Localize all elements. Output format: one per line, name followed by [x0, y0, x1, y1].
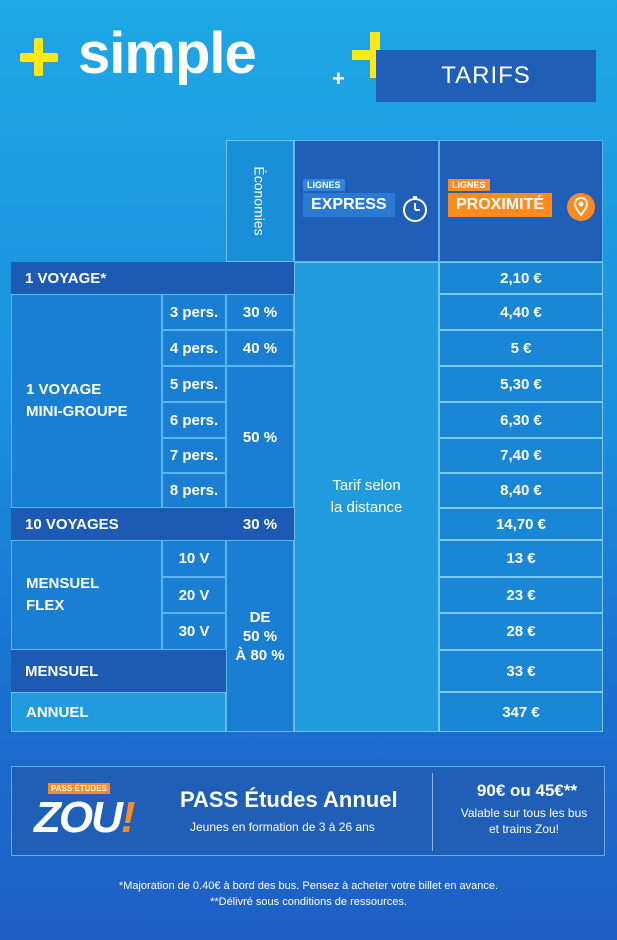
row-10-voyages-label: 10 VOYAGES [11, 508, 226, 540]
zou-logo-word: ZOU! [34, 793, 136, 843]
pers-6: 6 pers. [162, 402, 226, 438]
express-note-line2: la distance [330, 499, 403, 516]
economies-header: Économies [226, 140, 294, 262]
simple-title: simple [78, 21, 257, 86]
economies-label: Économies [252, 166, 269, 236]
price-3-pers: 4,40 € [439, 294, 603, 330]
zou-excl: ! [120, 793, 136, 842]
tarifs-banner: TARIFS [376, 50, 596, 102]
express-header: LIGNES EXPRESS [294, 140, 439, 262]
proximite-header: LIGNES PROXIMITÉ [439, 140, 603, 262]
zou-logo: PASS ÉTUDES ZOU! [34, 783, 154, 845]
row-annuel-label: ANNUEL [11, 692, 226, 732]
pers-7: 7 pers. [162, 438, 226, 473]
eco-range-line2: 50 % [242, 627, 278, 645]
header: simple + TARIFS [0, 0, 617, 120]
pers-5: 5 pers. [162, 366, 226, 402]
eco-range-line1: DE [249, 608, 271, 626]
row-10-voyages-price: 14,70 € [439, 508, 603, 540]
footer-divider [432, 773, 433, 851]
pers-8: 8 pers. [162, 473, 226, 508]
stopwatch-icon [403, 196, 427, 222]
row-mensuel-label: MENSUEL [11, 650, 226, 692]
price-4-pers: 5 € [439, 330, 603, 366]
mensuel-flex-line2: FLEX [26, 597, 65, 614]
price-flex-10v: 13 € [439, 540, 603, 577]
footnote-1: *Majoration de 0.40€ à bord des bus. Pen… [118, 880, 499, 892]
price-8-pers: 8,40 € [439, 473, 603, 508]
express-tarif-cell: Tarif selon la distance [294, 262, 439, 732]
mensuel-flex-label: MENSUEL FLEX [11, 540, 162, 650]
pass-price-note-line1: Valable sur tous les bus [460, 806, 588, 820]
price-7-pers: 7,40 € [439, 438, 603, 473]
express-small-label: LIGNES [303, 179, 345, 191]
pass-price-note-line2: et trains Zou! [488, 822, 560, 836]
price-flex-30v: 28 € [439, 613, 603, 650]
eco-3-pers: 30 % [226, 294, 294, 330]
mensuel-flex-line1: MENSUEL [26, 575, 100, 592]
pass-subtitle: Jeunes en formation de 3 à 26 ans [190, 820, 375, 834]
row-10-voyages-eco: 30 % [226, 508, 294, 540]
price-6-pers: 6,30 € [439, 402, 603, 438]
footnote-2: **Délivré sous conditions de ressources. [210, 896, 407, 908]
pers-3: 3 pers. [162, 294, 226, 330]
mini-groupe-line1: 1 VOYAGE [26, 381, 102, 398]
row-annuel-price: 347 € [439, 692, 603, 732]
price-5-pers: 5,30 € [439, 366, 603, 402]
eco-range-cell: DE 50 % À 80 % [226, 540, 294, 732]
row-1-voyage-eco [226, 262, 294, 294]
location-pin-icon [567, 193, 595, 221]
pers-4: 4 pers. [162, 330, 226, 366]
row-1-voyage-label: 1 VOYAGE* [11, 262, 226, 294]
eco-range-line3: À 80 % [235, 646, 285, 664]
row-1-voyage-price: 2,10 € [439, 262, 603, 294]
zou-logo-small: PASS ÉTUDES [48, 783, 110, 794]
plus-yellow-icon [352, 32, 398, 78]
proximite-big-label: PROXIMITÉ [448, 193, 553, 217]
plus-icon [20, 38, 58, 76]
flex-20v: 20 V [162, 577, 226, 613]
mini-groupe-line2: MINI-GROUPE [26, 403, 128, 420]
express-big-label: EXPRESS [303, 193, 395, 217]
flex-30v: 30 V [162, 613, 226, 650]
pass-price: 90€ ou 45€** [476, 781, 578, 800]
flex-10v: 10 V [162, 540, 226, 577]
mini-groupe-label: 1 VOYAGE MINI-GROUPE [11, 294, 162, 508]
eco-4-pers: 40 % [226, 330, 294, 366]
plus-small-text: + [332, 66, 345, 91]
express-note-line1: Tarif selon [332, 477, 401, 494]
footnotes: *Majoration de 0.40€ à bord des bus. Pen… [0, 878, 617, 910]
pass-title: PASS Études Annuel [180, 787, 398, 812]
pass-etudes-panel: PASS ÉTUDES ZOU! PASS Études Annuel Jeun… [11, 766, 605, 856]
eco-group-50: 50 % [226, 366, 294, 508]
proximite-small-label: LIGNES [448, 179, 490, 191]
zou-word-text: ZOU [34, 793, 123, 842]
price-flex-20v: 23 € [439, 577, 603, 613]
row-mensuel-price: 33 € [439, 650, 603, 692]
pass-price-note: Valable sur tous les bus et trains Zou! [444, 805, 604, 837]
